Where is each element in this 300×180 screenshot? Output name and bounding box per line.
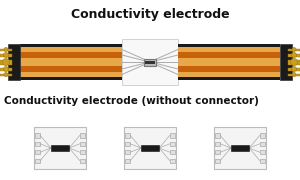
Circle shape <box>292 66 296 71</box>
Circle shape <box>292 53 296 57</box>
Bar <box>125 133 130 138</box>
Bar <box>125 150 130 154</box>
Bar <box>214 127 266 169</box>
Circle shape <box>292 73 296 76</box>
Bar <box>20 66 122 72</box>
Circle shape <box>2 58 10 66</box>
Bar <box>20 52 122 58</box>
Bar <box>35 150 40 154</box>
Bar <box>35 133 40 138</box>
Bar <box>215 150 220 154</box>
Bar <box>260 133 265 138</box>
Circle shape <box>4 73 8 76</box>
Bar <box>178 66 280 72</box>
Bar <box>288 48 300 51</box>
Bar <box>260 150 265 154</box>
Circle shape <box>290 58 298 66</box>
Bar <box>35 159 40 163</box>
Bar <box>288 73 300 75</box>
Bar <box>0 60 12 64</box>
Bar <box>80 150 85 154</box>
Bar <box>0 53 12 57</box>
Bar <box>125 159 130 163</box>
Bar <box>178 44 280 47</box>
Bar <box>0 48 12 51</box>
Bar <box>178 58 280 66</box>
Bar <box>20 44 122 47</box>
Text: Conductivity electrode: Conductivity electrode <box>71 8 229 21</box>
Bar <box>20 58 122 66</box>
Bar <box>260 159 265 163</box>
Bar <box>141 145 159 151</box>
Bar <box>80 159 85 163</box>
Bar <box>260 142 265 146</box>
Bar <box>8 44 20 80</box>
Bar <box>20 72 122 77</box>
Bar <box>215 133 220 138</box>
Bar <box>144 58 156 66</box>
Bar <box>170 150 175 154</box>
Bar <box>178 47 280 52</box>
Bar <box>178 77 280 80</box>
Bar <box>35 142 40 146</box>
Bar <box>34 127 86 169</box>
Bar <box>231 145 249 151</box>
Bar <box>51 145 69 151</box>
Bar <box>178 52 280 58</box>
Bar <box>145 60 155 64</box>
Bar <box>125 142 130 146</box>
Bar <box>124 127 176 169</box>
Bar <box>280 44 292 80</box>
Bar <box>288 60 300 64</box>
Circle shape <box>4 53 8 57</box>
Bar <box>20 77 122 80</box>
Bar <box>170 133 175 138</box>
Bar <box>0 68 12 71</box>
Bar <box>178 72 280 77</box>
Bar <box>170 159 175 163</box>
Bar <box>122 39 178 85</box>
Bar <box>170 142 175 146</box>
Circle shape <box>292 48 296 51</box>
Text: Conductivity electrode (without connector): Conductivity electrode (without connecto… <box>4 96 259 106</box>
Bar <box>215 159 220 163</box>
Bar <box>0 73 12 75</box>
Circle shape <box>4 66 8 71</box>
Bar <box>288 68 300 71</box>
Bar <box>215 142 220 146</box>
Circle shape <box>4 48 8 51</box>
Bar <box>80 142 85 146</box>
Bar <box>80 133 85 138</box>
Bar <box>20 47 122 52</box>
Bar <box>288 53 300 57</box>
